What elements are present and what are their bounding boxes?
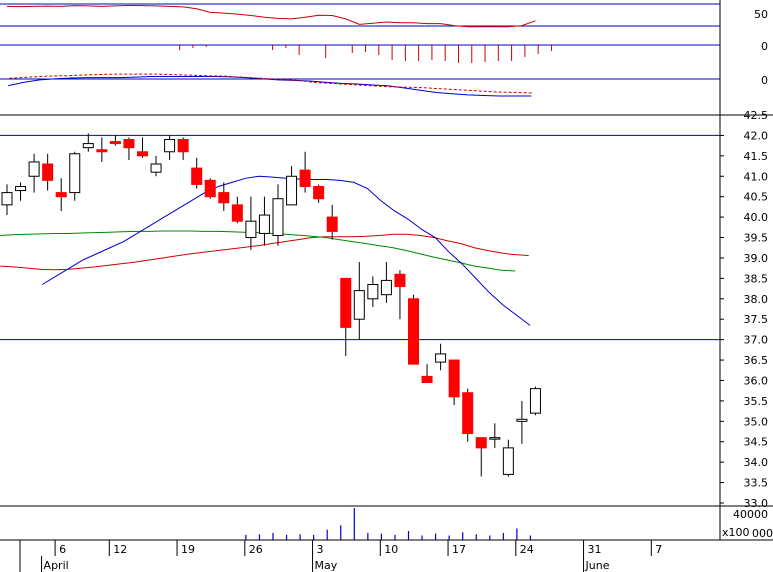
candle-body — [462, 392, 474, 435]
candle-body — [421, 375, 433, 384]
price-tick-label: 41.5 — [744, 150, 769, 163]
candle-body — [258, 214, 270, 234]
candle-body — [448, 359, 460, 398]
price-tick-label: 40.0 — [744, 211, 769, 224]
price-tick-label: 37.0 — [744, 334, 769, 347]
indicator-axis-label: 0 — [761, 40, 768, 53]
signal-line — [9, 73, 532, 94]
candle-body — [326, 216, 338, 232]
candle-body — [177, 139, 189, 153]
candle-body — [367, 283, 379, 300]
price-tick-label: 35.0 — [744, 415, 769, 428]
candle-body — [42, 163, 54, 181]
date-tick-label: 31 — [588, 543, 602, 556]
moving-averages — [0, 175, 531, 326]
price-axis: 42.5 42.0 41.5 41.0 40.5 40.0 39.5 39.0 38.5 38.0… — [720, 8, 768, 510]
candle-body — [191, 167, 203, 185]
volume-axis-label: 000 — [752, 527, 773, 540]
date-tick-label: 3 — [317, 543, 324, 556]
month-label: May — [315, 559, 338, 572]
date-tick-label: 26 — [249, 543, 263, 556]
price-tick-label: 35.5 — [744, 395, 769, 408]
osc-line — [6, 4, 536, 28]
price-tick-label: 38.5 — [744, 272, 769, 285]
candle-body — [28, 161, 40, 177]
price-tick-label: 37.5 — [744, 313, 769, 326]
date-tick-label: 24 — [520, 543, 534, 556]
candle-body — [69, 153, 81, 194]
date-axis: 6 12 19 26 3 10 17 24 31 7 April May June — [19, 540, 662, 572]
price-tick-label: 42.5 — [744, 109, 769, 122]
candle-body — [516, 418, 528, 422]
candle-body — [286, 175, 298, 206]
date-tick-label: 19 — [181, 543, 195, 556]
candle-body — [96, 149, 108, 153]
candle-body — [150, 163, 162, 173]
price-tick-label: 40.5 — [744, 191, 769, 204]
candle-body — [218, 192, 230, 204]
candle-body — [55, 192, 67, 198]
date-tick-label: 12 — [113, 543, 127, 556]
price-tick-label: 41.0 — [744, 170, 769, 183]
price-tick-label: 39.0 — [744, 252, 769, 265]
price-tick-label: 34.5 — [744, 436, 769, 449]
macd-line — [8, 75, 532, 97]
price-tick-label: 33.5 — [744, 477, 769, 490]
candle-body — [299, 169, 311, 187]
date-tick-label: 7 — [655, 543, 662, 556]
candle-body — [1, 192, 13, 206]
volume-axis-label: 40000 — [733, 508, 768, 521]
candle-body — [502, 447, 514, 475]
panel-frame — [0, 0, 773, 541]
candle-body — [164, 139, 176, 153]
candle-body — [529, 388, 541, 414]
candle-body — [82, 143, 94, 149]
candle-body — [380, 279, 392, 296]
candle-body — [489, 437, 501, 440]
candle-body — [15, 185, 27, 192]
candles — [1, 133, 541, 477]
candle-body — [475, 437, 487, 449]
candle-body — [245, 220, 257, 239]
price-tick-label: 33.0 — [744, 497, 769, 510]
candle-body — [408, 298, 419, 365]
candle-body — [353, 290, 365, 320]
price-tick-label: 36.0 — [744, 374, 769, 387]
candle-body — [313, 185, 325, 200]
candle-body — [272, 198, 284, 236]
candle-body — [394, 273, 406, 288]
date-tick-label: 10 — [384, 543, 398, 556]
candle-body — [204, 179, 216, 198]
price-tick-label: 39.5 — [744, 232, 769, 245]
candle-body — [435, 353, 447, 363]
candle-body — [340, 277, 352, 328]
price-tick-label: 34.0 — [744, 456, 769, 469]
indicator-axis-label: 0 — [761, 74, 768, 87]
price-tick-label: 42.0 — [744, 129, 769, 142]
price-tick-label: 36.5 — [744, 354, 769, 367]
month-label: June — [585, 559, 610, 572]
candle-body — [123, 139, 135, 149]
indicator-axis-label: 50 — [754, 8, 768, 21]
candle-body — [231, 204, 243, 222]
month-label: April — [44, 559, 69, 572]
volume-unit-label: x100 — [722, 526, 750, 539]
ma-mid-line — [0, 230, 516, 272]
date-tick-label: 17 — [452, 543, 466, 556]
date-tick-label: 6 — [59, 543, 66, 556]
candle-body — [109, 141, 121, 145]
indicator-panels — [0, 3, 720, 97]
candle-body — [137, 151, 148, 157]
price-tick-label: 38.0 — [744, 293, 769, 306]
reference-lines — [0, 134, 720, 341]
